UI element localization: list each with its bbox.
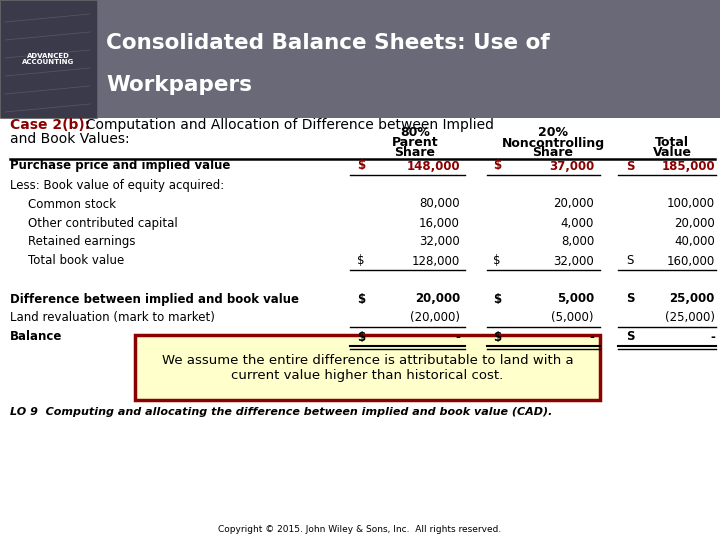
Text: (5,000): (5,000) bbox=[552, 312, 594, 325]
Text: 40,000: 40,000 bbox=[674, 235, 715, 248]
Text: $: $ bbox=[493, 254, 500, 267]
Text: 8,000: 8,000 bbox=[561, 235, 594, 248]
Text: Retained earnings: Retained earnings bbox=[28, 235, 135, 248]
Text: $: $ bbox=[493, 293, 501, 306]
Text: $: $ bbox=[357, 254, 364, 267]
FancyBboxPatch shape bbox=[135, 335, 600, 400]
Text: 20,000: 20,000 bbox=[553, 198, 594, 211]
Text: (25,000): (25,000) bbox=[665, 312, 715, 325]
Text: Difference between implied and book value: Difference between implied and book valu… bbox=[10, 293, 299, 306]
Text: Less: Book value of equity acquired:: Less: Book value of equity acquired: bbox=[10, 179, 224, 192]
Text: $: $ bbox=[357, 159, 365, 172]
Text: 148,000: 148,000 bbox=[406, 159, 460, 172]
Text: Total book value: Total book value bbox=[28, 254, 125, 267]
Text: $: $ bbox=[357, 330, 365, 343]
Text: 80,000: 80,000 bbox=[419, 198, 460, 211]
Text: Common stock: Common stock bbox=[28, 198, 116, 211]
Text: (20,000): (20,000) bbox=[410, 312, 460, 325]
Text: S: S bbox=[626, 159, 634, 172]
Text: -: - bbox=[710, 330, 715, 343]
Text: 160,000: 160,000 bbox=[667, 254, 715, 267]
Text: 32,000: 32,000 bbox=[553, 254, 594, 267]
Text: LO 9  Computing and allocating the difference between implied and book value (CA: LO 9 Computing and allocating the differ… bbox=[10, 407, 552, 417]
Text: Parent: Parent bbox=[392, 137, 438, 150]
Text: Land revaluation (mark to market): Land revaluation (mark to market) bbox=[10, 312, 215, 325]
Text: ADVANCED
ACCOUNTING: ADVANCED ACCOUNTING bbox=[22, 52, 74, 65]
Text: 100,000: 100,000 bbox=[667, 198, 715, 211]
Text: 80%: 80% bbox=[400, 125, 430, 138]
Text: 20%: 20% bbox=[538, 125, 568, 138]
Text: 32,000: 32,000 bbox=[419, 235, 460, 248]
Text: Share: Share bbox=[395, 146, 436, 159]
Bar bbox=[0, 0, 720, 118]
Text: 37,000: 37,000 bbox=[549, 159, 594, 172]
Text: $: $ bbox=[493, 330, 501, 343]
Text: Consolidated Balance Sheets: Use of: Consolidated Balance Sheets: Use of bbox=[106, 33, 550, 53]
Text: S: S bbox=[626, 330, 634, 343]
Text: Workpapers: Workpapers bbox=[106, 75, 252, 95]
Text: 16,000: 16,000 bbox=[419, 217, 460, 230]
Text: We assume the entire difference is attributable to land with a
current value hig: We assume the entire difference is attri… bbox=[162, 354, 573, 381]
Text: S: S bbox=[626, 254, 634, 267]
Text: 185,000: 185,000 bbox=[662, 159, 715, 172]
Text: -: - bbox=[455, 330, 460, 343]
Text: $: $ bbox=[357, 293, 365, 306]
Text: 5,000: 5,000 bbox=[557, 293, 594, 306]
Bar bbox=[0, 0, 97, 118]
Text: 4,000: 4,000 bbox=[561, 217, 594, 230]
Text: Other contributed capital: Other contributed capital bbox=[28, 217, 178, 230]
Text: Total: Total bbox=[655, 137, 689, 150]
Text: Purchase price and implied value: Purchase price and implied value bbox=[10, 159, 230, 172]
Text: 20,000: 20,000 bbox=[674, 217, 715, 230]
Text: 128,000: 128,000 bbox=[412, 254, 460, 267]
Text: Share: Share bbox=[533, 146, 574, 159]
Text: and Book Values:: and Book Values: bbox=[10, 132, 130, 146]
Text: S: S bbox=[626, 293, 634, 306]
Text: 25,000: 25,000 bbox=[670, 293, 715, 306]
Text: Balance: Balance bbox=[10, 330, 63, 343]
Text: Value: Value bbox=[652, 146, 691, 159]
Text: Computation and Allocation of Difference between Implied: Computation and Allocation of Difference… bbox=[77, 118, 494, 132]
Text: Case 2(b):: Case 2(b): bbox=[10, 118, 90, 132]
Text: $: $ bbox=[493, 159, 501, 172]
Text: Copyright © 2015. John Wiley & Sons, Inc.  All rights reserved.: Copyright © 2015. John Wiley & Sons, Inc… bbox=[218, 525, 502, 535]
Text: Noncontrolling: Noncontrolling bbox=[501, 137, 605, 150]
Text: 20,000: 20,000 bbox=[415, 293, 460, 306]
Text: -: - bbox=[589, 330, 594, 343]
